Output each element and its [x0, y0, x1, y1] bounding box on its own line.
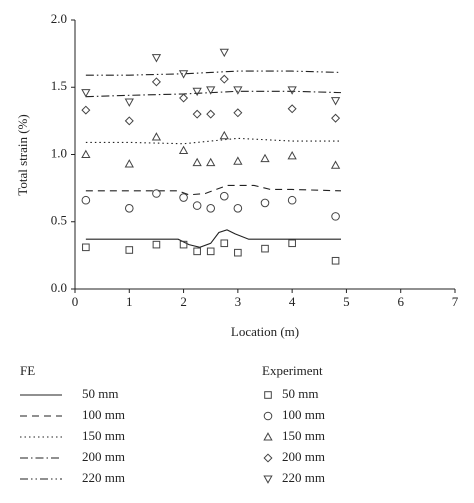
experiment-point	[124, 98, 134, 107]
experiment-point	[287, 195, 297, 205]
y-tick-label: 2.0	[51, 11, 67, 26]
x-tick-label: 7	[452, 294, 459, 309]
experiment-point	[81, 89, 91, 98]
x-tick-label: 5	[343, 294, 350, 309]
experiment-point	[260, 153, 270, 163]
experiment-point	[287, 151, 297, 160]
experiment-point	[152, 189, 161, 198]
experiment-point	[234, 248, 242, 257]
x-tick-label: 1	[126, 294, 133, 309]
experiment-point	[331, 212, 340, 221]
legend-label: 220 mm	[282, 470, 325, 485]
experiment-point	[206, 86, 216, 95]
legend-label: 100 mm	[282, 407, 325, 422]
experiment-point	[192, 201, 202, 210]
experiment-point	[233, 156, 243, 165]
x-axis-label: Location (m)	[231, 324, 299, 339]
experiment-point	[152, 240, 161, 249]
legend-title: Experiment	[262, 363, 323, 378]
y-tick-label: 1.0	[51, 145, 67, 160]
experiment-point	[192, 157, 202, 167]
legend-label: 200 mm	[82, 449, 125, 464]
experiment-point	[151, 54, 162, 63]
experiment-point	[233, 204, 243, 213]
experiment-point	[125, 246, 134, 254]
experiment-point	[81, 195, 91, 205]
experiment-point	[220, 239, 229, 248]
experiment-point	[178, 145, 189, 155]
legend-label: 50 mm	[82, 386, 118, 401]
legend-label: 200 mm	[282, 449, 325, 464]
experiment-point	[193, 247, 201, 256]
legend-title: FE	[20, 363, 35, 378]
legend-marker	[263, 432, 273, 441]
experiment-point	[206, 109, 216, 119]
legend-marker	[263, 475, 273, 484]
experiment-point	[82, 243, 90, 252]
experiment-point	[260, 198, 270, 208]
y-tick-label: 0.0	[51, 280, 67, 295]
experiment-point	[81, 149, 91, 159]
x-tick-label: 3	[235, 294, 242, 309]
experiment-point	[179, 193, 188, 202]
x-tick-label: 2	[180, 294, 187, 309]
fe-line	[85, 184, 342, 196]
experiment-point	[261, 244, 269, 253]
legend-label: 50 mm	[282, 386, 318, 401]
experiment-point	[124, 204, 134, 213]
experiment-point	[206, 204, 216, 213]
y-tick-label: 1.5	[51, 78, 67, 93]
experiment-point	[219, 191, 229, 201]
legend-label: 220 mm	[82, 470, 125, 485]
fe-line	[85, 137, 341, 145]
fe-line	[85, 90, 342, 98]
experiment-point	[288, 239, 296, 248]
y-axis-label: Total strain (%)	[15, 114, 30, 195]
y-tick-label: 0.5	[51, 213, 67, 228]
experiment-point	[179, 93, 189, 103]
experiment-point	[287, 104, 297, 114]
experiment-point	[178, 70, 189, 79]
experiment-point	[192, 87, 202, 97]
experiment-point	[331, 113, 341, 123]
experiment-point	[81, 105, 91, 115]
experiment-point	[124, 116, 134, 126]
experiment-point	[219, 74, 229, 84]
legend-label: 150 mm	[282, 428, 325, 443]
fe-line	[85, 229, 341, 248]
experiment-point	[331, 256, 340, 265]
experiment-point	[124, 159, 134, 168]
legend-marker	[263, 453, 273, 463]
experiment-point	[151, 132, 162, 141]
x-tick-label: 6	[397, 294, 404, 309]
legend-label: 100 mm	[82, 407, 125, 422]
experiment-point	[330, 160, 341, 169]
legend-marker	[264, 391, 272, 399]
experiment-point	[179, 240, 188, 249]
experiment-point	[330, 97, 341, 106]
legend-marker	[263, 411, 273, 421]
experiment-point	[192, 109, 202, 119]
fe-line	[85, 70, 342, 76]
experiment-point	[287, 86, 297, 95]
experiment-point	[206, 247, 215, 256]
experiment-point	[219, 48, 229, 58]
experiment-point	[151, 77, 161, 87]
experiment-point	[206, 157, 216, 167]
experiment-point	[233, 108, 243, 118]
legend-label: 150 mm	[82, 428, 125, 443]
x-tick-label: 0	[72, 294, 79, 309]
experiment-point	[219, 130, 229, 140]
experiment-point	[233, 86, 243, 95]
x-tick-label: 4	[289, 294, 296, 309]
